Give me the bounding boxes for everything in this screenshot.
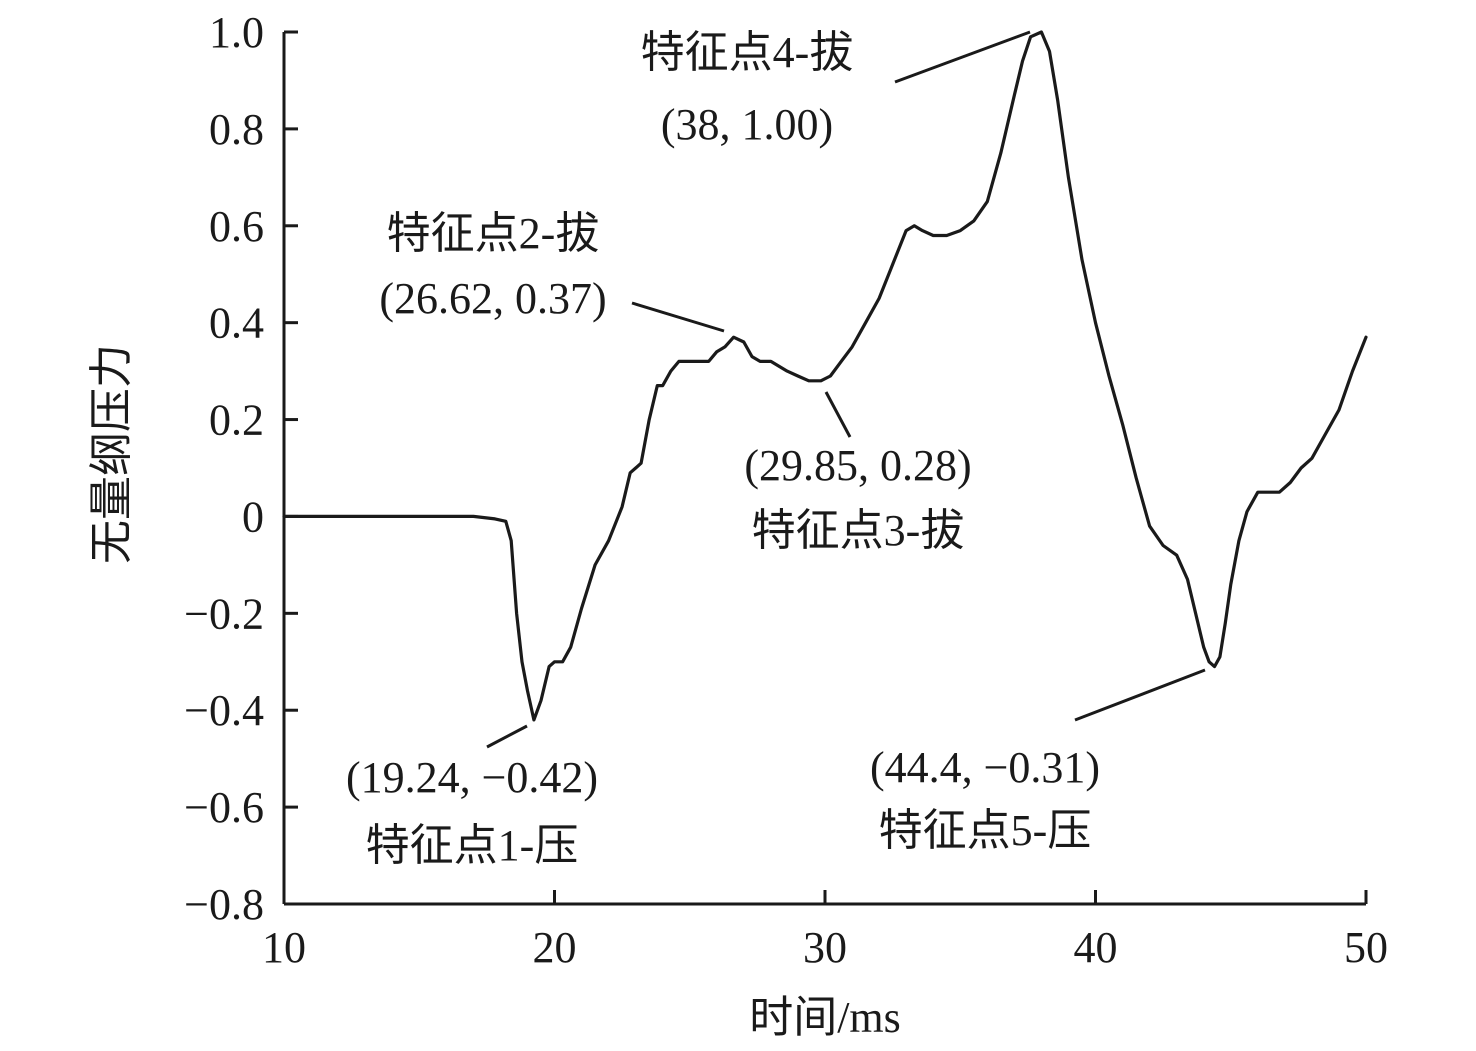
y-tick-label: 0.2 [209,396,264,445]
y-tick-label: 0.6 [209,202,264,251]
y-tick-label: 0 [242,492,264,541]
x-tick-label: 50 [1344,923,1388,972]
y-tick-label: −0.2 [184,589,264,638]
y-tick-label: 0.4 [209,299,264,348]
x-tick-label: 30 [803,923,847,972]
x-ticks: 10 20 30 40 50 [262,890,1388,972]
annotation-leader-line [1074,668,1206,722]
annotation-4: 特征点4-拔 (38, 1.00) [641,28,1031,149]
annotation-2: 特征点2-拔 (26.62, 0.37) [379,209,725,333]
annotation-coordinates: (38, 1.00) [661,100,833,149]
annotation-label: 特征点5-压 [879,806,1092,855]
annotation-label: 特征点2-拔 [387,209,600,258]
x-tick-label: 40 [1074,923,1118,972]
y-axis-title: 无量纲压力 [87,344,136,564]
annotation-coordinates: (44.4, −0.31) [870,743,1100,792]
y-tick-label: −0.6 [184,783,264,832]
y-tick-label: −0.4 [184,686,264,735]
plot-area: 10 20 30 40 50 1.0 0.8 0.6 0.4 0.2 0 −0.2 −0.4 −0.6 −… [184,8,1388,972]
y-tick-label: 0.8 [209,105,264,154]
annotation-1: 特征点1-压 (19.24, −0.42) [346,724,598,870]
annotation-3: 特征点3-拔 (29.85, 0.28) [744,391,972,555]
annotation-leader-line [631,301,725,333]
annotation-coordinates: (26.62, 0.37) [379,274,606,323]
y-tick-label: −0.8 [184,880,264,929]
y-tick-label: 1.0 [209,8,264,57]
x-tick-label: 10 [262,923,306,972]
annotation-coordinates: (29.85, 0.28) [744,441,971,490]
x-tick-label: 20 [533,923,577,972]
series-line [282,30,1368,722]
annotation-leader-line [486,724,528,749]
y-ticks: 1.0 0.8 0.6 0.4 0.2 0 −0.2 −0.4 −0.6 −0.8 [184,8,298,929]
annotation-5: 特征点5-压 (44.4, −0.31) [870,668,1206,855]
annotation-label: 特征点4-拔 [641,28,854,77]
annotation-leader-line [894,30,1031,84]
annotation-coordinates: (19.24, −0.42) [346,753,598,802]
annotation-label: 特征点1-压 [366,821,579,870]
annotations: 特征点1-压(19.24, −0.42)特征点2-拔(26.62, 0.37)特… [346,28,1206,870]
x-axis-title: 时间/ms [749,993,901,1042]
annotation-label: 特征点3-拔 [752,506,965,555]
annotation-leader-line [824,391,852,438]
